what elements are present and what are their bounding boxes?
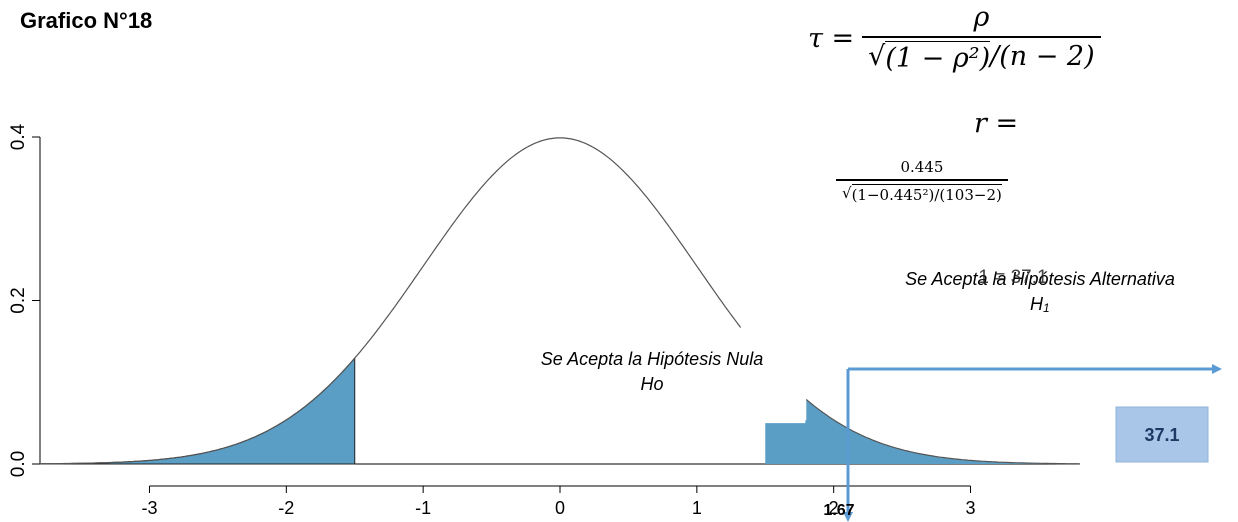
test-statistic-box	[1115, 406, 1209, 463]
accept-alt-subscript: 1	[1043, 301, 1050, 315]
density-curve	[39, 137, 1081, 465]
x-tick-label: -2	[278, 498, 294, 518]
accept-alt-label: Se Acepta la Hipótesis Alternativa	[905, 269, 1175, 289]
test-statistic-value: 37.1	[1144, 425, 1179, 445]
shaded-regions	[39, 357, 1080, 465]
x-tick-label: -3	[141, 498, 157, 518]
chart-title: Grafico N°18	[20, 8, 153, 33]
right-rejection-region	[806, 399, 1080, 464]
x-tick-label: -1	[415, 498, 431, 518]
r-numerator: 0.445	[900, 158, 944, 176]
accept-alt-symbol: H	[1030, 294, 1044, 314]
accept-null-symbol: Ho	[640, 374, 663, 394]
r-fraction: 0.445 √ (1−0.445²)/(103−2)	[836, 158, 1008, 204]
left-rejection-region	[39, 357, 356, 465]
x-tick-label: 3	[966, 498, 976, 518]
critical-value-label: 1.67	[823, 502, 854, 519]
sqrt-symbol: √	[868, 41, 886, 72]
r-denominator: √ (1−0.445²)/(103−2)	[836, 179, 1008, 204]
r-radicand: (1−0.445²)/(103−2)	[851, 184, 1002, 204]
r-sqrt: √ (1−0.445²)/(103−2)	[842, 184, 1002, 204]
density-line-right	[805, 399, 1081, 465]
accept-null-label: Se Acepta la Hipótesis Nula	[541, 349, 763, 369]
x-tick-label: 2	[829, 498, 839, 518]
tau-formula: τ = ρ √ (1 − ρ²) /(n − 2)	[808, 2, 1101, 74]
density-line-left	[39, 137, 742, 465]
r-formula: 0.445 √ (1−0.445²)/(103−2)	[836, 158, 1008, 204]
overlay-value: 1 = 37.1	[978, 267, 1047, 288]
x-tick-label: 0	[555, 498, 565, 518]
tau-lhs: τ =	[808, 22, 855, 54]
tau-den-tail: /(n − 2)	[990, 41, 1095, 72]
tau-sqrt: √ (1 − ρ²)	[868, 41, 991, 74]
right-rejection-step	[765, 423, 807, 464]
right-rejection-joint	[805, 420, 808, 464]
y-tick-label: 0.2	[8, 287, 29, 313]
y-tick-label: 0.4	[8, 123, 29, 150]
tau-denominator: √ (1 − ρ²) /(n − 2)	[862, 36, 1101, 74]
tau-numerator: ρ	[973, 2, 990, 33]
annotations: Se Acepta la Hipótesis Nula Ho Se Acepta l…	[541, 267, 1222, 522]
r-equation: r =	[974, 108, 1019, 139]
y-tick-label: 0.0	[8, 451, 29, 477]
x-tick-label: 1	[692, 498, 702, 518]
sqrt-symbol: √	[842, 184, 852, 202]
tau-fraction: ρ √ (1 − ρ²) /(n − 2)	[862, 2, 1101, 74]
tau-radicand: (1 − ρ²)	[885, 41, 991, 74]
